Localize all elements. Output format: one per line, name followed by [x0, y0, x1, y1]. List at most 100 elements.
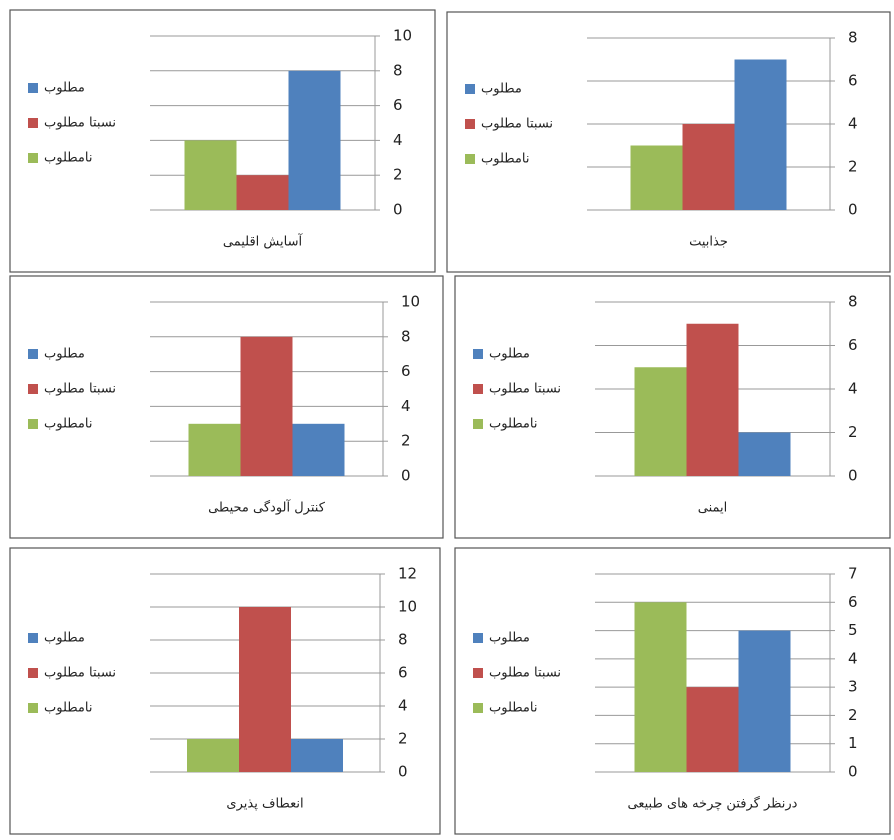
legend-label: نسبتا مطلوب: [489, 382, 561, 397]
legend-label: نسبتا مطلوب: [44, 666, 116, 681]
y-tick-label: 4: [398, 697, 408, 715]
bar: [686, 323, 739, 476]
legend-label: نامطلوب: [44, 701, 92, 716]
y-tick-label: 4: [393, 131, 403, 149]
legend-label: مطلوب: [489, 631, 530, 646]
y-tick-label: 6: [393, 96, 403, 114]
bar: [292, 423, 345, 476]
y-tick-label: 6: [848, 593, 858, 611]
legend-swatch: [465, 84, 475, 94]
legend-label: مطلوب: [44, 347, 85, 362]
y-tick-label: 2: [401, 432, 411, 450]
legend-swatch: [473, 703, 483, 713]
y-tick-label: 0: [401, 467, 411, 485]
y-tick-label: 2: [848, 706, 858, 724]
y-tick-label: 1: [848, 734, 858, 752]
bar: [682, 124, 735, 210]
bar: [738, 630, 791, 772]
y-tick-label: 12: [398, 565, 417, 583]
legend-swatch: [473, 349, 483, 359]
bar: [634, 602, 687, 772]
bar: [634, 367, 687, 476]
bar: [239, 607, 291, 772]
y-tick-label: 6: [848, 336, 858, 354]
y-tick-label: 10: [401, 293, 420, 311]
x-category-label: کنترل آلودگی محیطی: [208, 499, 326, 516]
y-tick-label: 6: [398, 664, 408, 682]
bar: [187, 739, 239, 772]
y-tick-label: 0: [848, 467, 858, 485]
y-tick-label: 3: [848, 678, 858, 696]
legend-label: مطلوب: [44, 631, 85, 646]
legend-label: مطلوب: [489, 347, 530, 362]
y-tick-label: 2: [398, 730, 408, 748]
x-category-label: درنظر گرفتن چرخه های طبیعی: [628, 796, 798, 812]
legend-swatch: [28, 349, 38, 359]
legend-label: نسبتا مطلوب: [481, 117, 553, 132]
legend-swatch: [28, 118, 38, 128]
x-category-label: ایمنی: [698, 501, 728, 516]
bar: [686, 687, 739, 772]
x-category-label: انعطاف پذیری: [226, 797, 303, 812]
y-tick-label: 8: [398, 631, 408, 649]
legend-label: نامطلوب: [44, 417, 92, 432]
panel-border: [9, 547, 441, 835]
x-category-label: جذابیت: [689, 235, 728, 250]
legend-label: مطلوب: [481, 82, 522, 97]
y-tick-label: 5: [848, 621, 858, 639]
legend-swatch: [28, 703, 38, 713]
legend-label: نامطلوب: [481, 152, 529, 167]
legend-label: نامطلوب: [489, 701, 537, 716]
bar: [288, 70, 341, 210]
y-tick-label: 4: [848, 649, 858, 667]
bar: [236, 175, 289, 210]
y-tick-label: 6: [401, 362, 411, 380]
bar: [291, 739, 343, 772]
y-tick-label: 4: [848, 380, 858, 398]
panel-border: [9, 275, 444, 539]
y-tick-label: 2: [848, 423, 858, 441]
legend-swatch: [473, 384, 483, 394]
bar: [188, 423, 241, 476]
y-tick-label: 4: [401, 397, 411, 415]
legend-label: نسبتا مطلوب: [489, 666, 561, 681]
legend-swatch: [465, 154, 475, 164]
y-tick-label: 0: [848, 763, 858, 781]
y-tick-label: 0: [848, 201, 858, 219]
legend-swatch: [28, 83, 38, 93]
legend-label: نسبتا مطلوب: [44, 382, 116, 397]
y-tick-label: 8: [848, 293, 858, 311]
bar: [240, 336, 293, 476]
y-tick-label: 0: [393, 201, 403, 219]
bar: [734, 59, 787, 210]
legend-swatch: [473, 633, 483, 643]
bar: [738, 432, 791, 476]
bar: [184, 140, 237, 210]
y-tick-label: 2: [848, 158, 858, 176]
y-tick-label: 4: [848, 115, 858, 133]
legend-label: مطلوب: [44, 81, 85, 96]
panel-border: [446, 11, 891, 273]
legend-label: نامطلوب: [44, 151, 92, 166]
x-category-label: آسایش اقلیمی: [223, 233, 304, 250]
legend-swatch: [28, 668, 38, 678]
legend-swatch: [28, 384, 38, 394]
y-tick-label: 8: [401, 327, 411, 345]
legend-swatch: [28, 153, 38, 163]
y-tick-label: 8: [393, 61, 403, 79]
y-tick-label: 0: [398, 763, 408, 781]
y-tick-label: 7: [848, 565, 858, 583]
y-tick-label: 10: [393, 27, 412, 45]
y-tick-label: 2: [393, 166, 403, 184]
legend-swatch: [28, 419, 38, 429]
y-tick-label: 10: [398, 598, 417, 616]
y-tick-label: 6: [848, 72, 858, 90]
legend-swatch: [465, 119, 475, 129]
legend-swatch: [473, 668, 483, 678]
legend-label: نسبتا مطلوب: [44, 116, 116, 131]
legend-swatch: [28, 633, 38, 643]
bar: [630, 145, 683, 210]
legend-label: نامطلوب: [489, 417, 537, 432]
legend-swatch: [473, 419, 483, 429]
